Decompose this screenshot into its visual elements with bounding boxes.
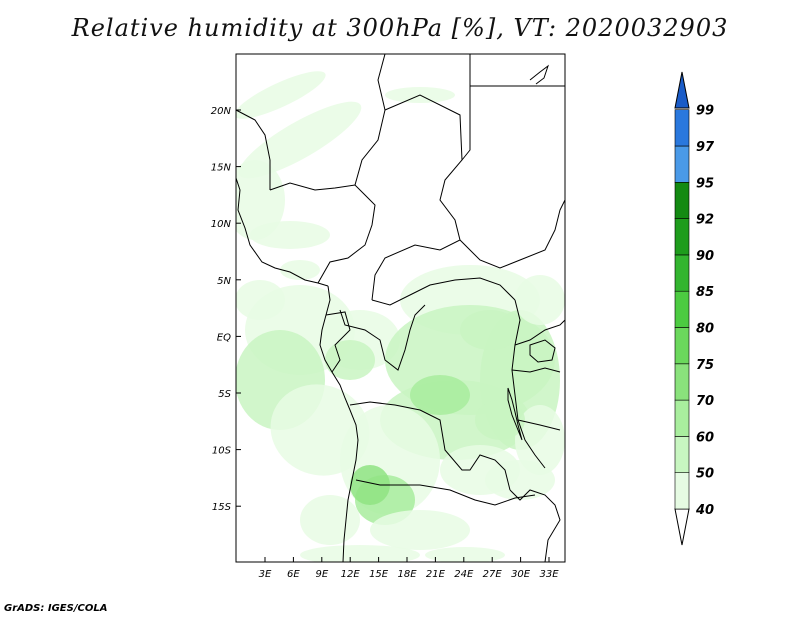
colorbar-label: 40 [695,503,714,518]
lat-label: 20N [211,106,232,117]
colorbar-segment [674,254,690,292]
colorbar-label: 75 [696,358,714,373]
lat-label: 15S [212,502,232,513]
lat-label: 5N [217,276,231,287]
colorbar-label: 92 [696,213,714,228]
colorbar-segment [674,109,690,147]
lon-label: 24E [454,569,474,580]
humidity-patch [300,545,420,562]
humidity-patch [250,221,330,249]
lon-label: 18E [397,569,417,580]
lat-label: 10N [211,219,232,230]
lon-label: 27E [483,569,503,580]
border-angola [349,401,536,506]
colorbar-label: 90 [696,249,714,264]
humidity-patch [410,375,470,415]
colorbar-segment [674,182,690,219]
lon-label: 3E [259,569,272,580]
colorbar-segment [674,145,690,183]
humidity-patch [280,260,320,280]
coastline-gulf-guinea [319,285,359,562]
longitude-axis: 3E 6E 9E 12E 15E 18E 21E 24E 27E 30E 33E [259,557,559,580]
colorbar: 40 50 60 70 75 80 85 90 92 95 97 99 [674,71,715,546]
border-nigeria [269,182,376,284]
border-congo-drc [339,304,426,371]
chart-title: Relative humidity at 300hPa [%], VT: 202… [71,14,729,42]
lon-label: 30E [511,569,531,580]
colorbar-label: 95 [696,176,714,191]
lat-label: 10S [212,446,232,457]
colorbar-segment [674,436,690,473]
colorbar-segment [674,399,690,437]
colorbar-segment [674,218,690,256]
colorbar-label: 97 [696,140,715,155]
humidity-patch [460,310,520,350]
colorbar-label: 50 [696,467,714,482]
humidity-patch [236,280,285,320]
colorbar-label: 60 [696,430,714,445]
latitude-axis: 20N 15N 10N 5N EQ 5S 10S 15S [211,106,241,513]
lat-label: EQ [217,332,231,343]
humidity-patch [300,495,360,545]
colorbar-upper-extension [674,71,690,109]
humidity-patch [350,465,390,505]
lon-label: 6E [287,569,300,580]
humidity-patch [236,160,285,240]
colorbar-label: 99 [696,104,714,119]
map-frame [235,53,566,563]
lat-label: 5S [218,389,231,400]
humidity-patch [236,71,326,119]
lon-label: 9E [315,569,328,580]
coast-red-sea [529,64,549,85]
border-car [371,277,516,306]
border-drc-east [511,299,546,469]
lon-label: 15E [369,569,389,580]
colorbar-segment [674,327,690,365]
lon-label: 21E [426,569,446,580]
humidity-patch [515,275,565,325]
colorbar-segment [674,472,690,510]
lat-label: 15N [211,163,232,174]
humidity-patch [485,460,555,500]
humidity-patch [425,547,505,562]
lon-label: 33E [539,569,559,580]
border-niger-chad [236,54,386,190]
coastline-west-africa [236,177,329,287]
lake-victoria [529,339,556,363]
lake-tanganyika [507,387,523,441]
humidity-patch [475,400,525,440]
humidity-patch [370,510,470,550]
border-zambia [509,489,561,562]
humidity-field [236,71,565,562]
grads-credit: GrADS: IGES/COLA [4,603,108,614]
lon-label: 12E [341,569,361,580]
colorbar-label: 70 [696,394,714,409]
colorbar-label: 85 [696,285,714,300]
border-sudan [459,54,565,269]
country-borders [236,54,565,562]
border-chad [371,94,463,301]
humidity-patch [325,340,375,380]
colorbar-label: 80 [696,322,714,337]
border-gabon [325,311,351,373]
colorbar-segment [674,290,690,328]
colorbar-segment [674,363,690,401]
colorbar-lower-extension [674,508,690,546]
border-east-africa [511,319,565,431]
